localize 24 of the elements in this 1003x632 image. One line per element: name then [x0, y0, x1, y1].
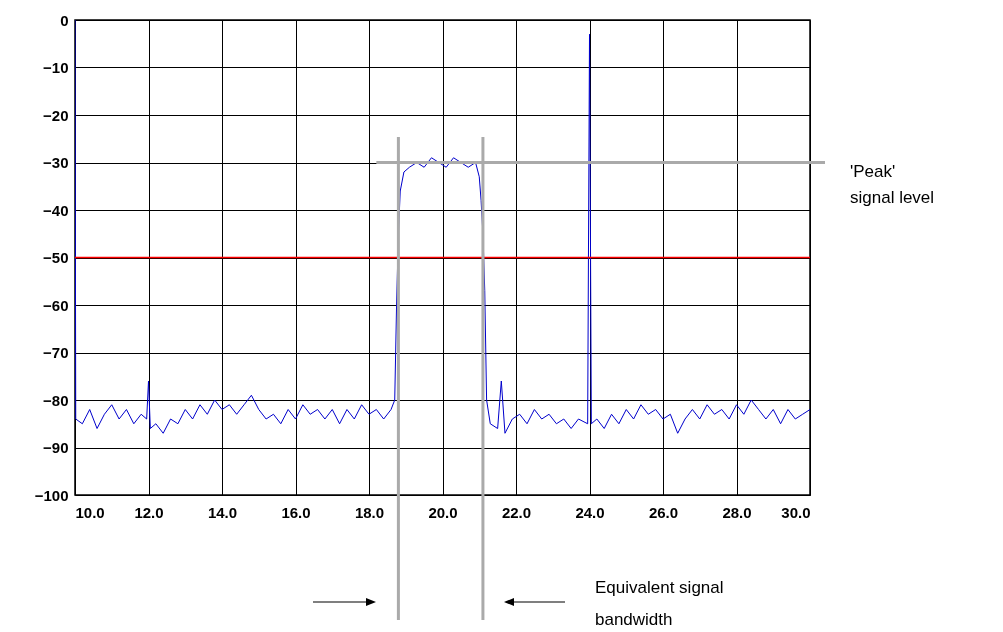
x-tick-label: 22.0 [501, 503, 532, 521]
x-tick-label: 28.0 [722, 503, 752, 521]
y-tick-label: 0 [60, 11, 69, 29]
y-tick-label: −50 [43, 249, 69, 266]
y-tick-label: −20 [43, 106, 69, 124]
x-tick-label: 12.0 [134, 503, 164, 521]
y-tick-label: −40 [43, 201, 69, 219]
ref-line-label: 'Peak' signal level [850, 161, 935, 207]
x-tick-label: 30.0 [781, 503, 811, 521]
y-tick-label: −80 [43, 391, 69, 409]
x-tick-label: 14.0 [207, 503, 238, 521]
x-tick-label: 26.0 [648, 503, 679, 521]
y-tick-label: −30 [43, 154, 69, 171]
y-tick-label: −60 [43, 296, 69, 314]
y-tick-label: −100 [34, 486, 69, 504]
x-tick-label: 16.0 [281, 503, 311, 521]
y-tick-label: −70 [43, 344, 69, 361]
y-tick-label: −10 [43, 59, 69, 76]
x-tick-label: 10.0 [75, 503, 105, 521]
x-tick-label: 18.0 [354, 503, 385, 521]
x-tick-label: 20.0 [428, 503, 458, 521]
x-tick-label: 24.0 [575, 503, 605, 521]
y-tick-label: −90 [43, 439, 69, 456]
text: Equivalent signal bandwidth [595, 578, 724, 629]
